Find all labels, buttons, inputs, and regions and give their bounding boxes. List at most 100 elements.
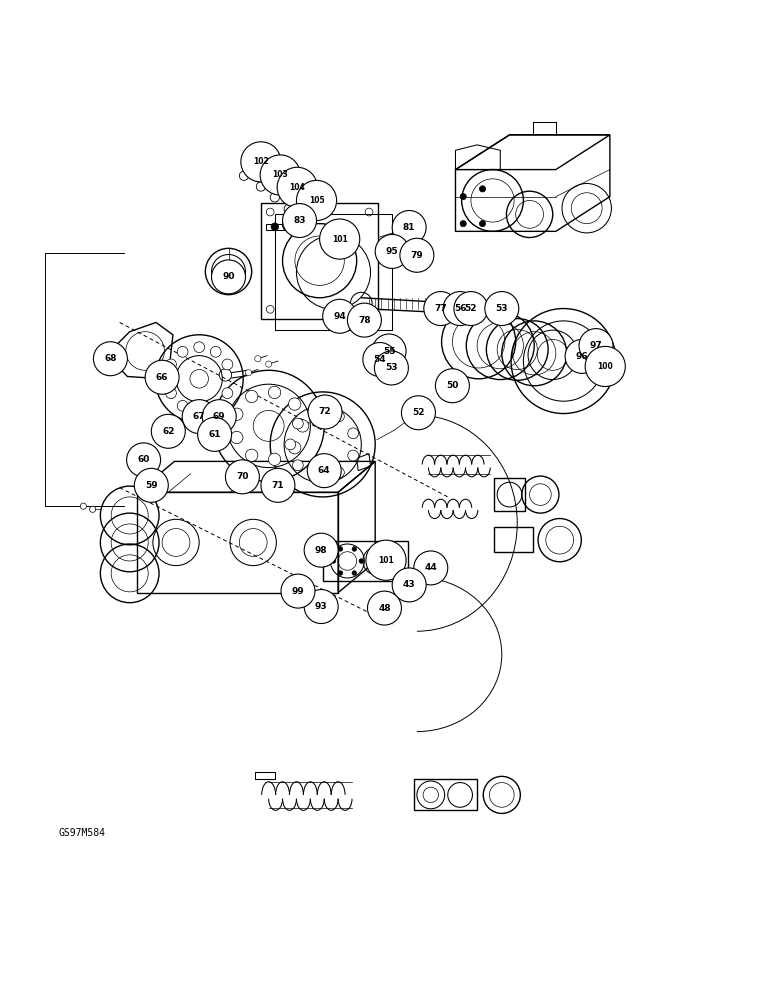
Circle shape [245,370,252,376]
Circle shape [260,155,300,195]
Circle shape [372,334,406,368]
Circle shape [194,342,205,353]
Circle shape [460,221,466,227]
Circle shape [270,193,279,202]
Circle shape [222,359,233,370]
Text: 105: 105 [309,196,324,205]
Circle shape [375,234,409,268]
Circle shape [293,418,303,429]
Circle shape [454,292,488,326]
Circle shape [271,223,279,231]
Text: 53: 53 [385,363,398,372]
Circle shape [165,388,176,399]
Text: 68: 68 [104,354,117,363]
Circle shape [231,408,243,420]
Circle shape [289,398,301,410]
Circle shape [312,407,323,418]
Circle shape [261,468,295,502]
Circle shape [90,506,96,512]
Text: 48: 48 [378,604,391,613]
Text: 59: 59 [145,481,157,490]
Text: 62: 62 [162,427,174,436]
Text: 52: 52 [465,304,477,313]
Circle shape [289,442,301,454]
Text: 67: 67 [193,412,205,421]
Circle shape [435,369,469,403]
Text: 79: 79 [411,251,423,260]
Circle shape [374,351,408,385]
Circle shape [212,260,245,294]
Circle shape [296,420,309,432]
Text: 55: 55 [383,347,395,356]
Circle shape [269,453,281,466]
Circle shape [296,180,337,221]
Circle shape [585,346,625,387]
Circle shape [165,359,176,370]
Circle shape [225,460,259,494]
Text: 44: 44 [425,563,437,572]
Text: 50: 50 [446,381,459,390]
Circle shape [269,386,281,399]
Circle shape [565,339,599,373]
Circle shape [198,417,232,451]
Text: 71: 71 [272,481,284,490]
Circle shape [245,449,258,461]
Circle shape [347,450,358,461]
Text: 94: 94 [334,312,346,321]
Circle shape [210,400,221,411]
Text: 95: 95 [386,247,398,256]
Text: 66: 66 [156,373,168,382]
Circle shape [93,342,127,376]
Circle shape [283,204,317,238]
Circle shape [479,186,486,192]
Text: 90: 90 [222,272,235,281]
Circle shape [323,299,357,333]
Circle shape [579,329,613,363]
Text: 93: 93 [315,602,327,611]
Circle shape [443,292,477,326]
Circle shape [151,414,185,448]
Text: 70: 70 [236,472,249,481]
Text: GS97M584: GS97M584 [59,828,106,838]
Text: 64: 64 [318,466,330,475]
Circle shape [194,405,205,416]
Circle shape [134,468,168,502]
Circle shape [304,533,338,567]
Circle shape [277,167,317,207]
Text: 96: 96 [576,352,588,361]
Text: 53: 53 [496,304,508,313]
Circle shape [80,503,86,509]
Circle shape [400,238,434,272]
Circle shape [401,396,435,430]
Text: 56: 56 [454,304,466,313]
Circle shape [338,547,343,551]
Circle shape [145,360,179,394]
Text: 97: 97 [590,341,602,350]
Text: 60: 60 [137,455,150,464]
Circle shape [392,211,426,244]
Circle shape [178,346,188,357]
Text: 83: 83 [293,216,306,225]
Circle shape [424,292,458,326]
Text: 43: 43 [403,580,415,589]
Circle shape [307,454,341,488]
Circle shape [363,343,397,376]
Circle shape [479,221,486,227]
Circle shape [367,591,401,625]
Text: 101: 101 [378,556,394,565]
Circle shape [284,204,293,214]
Circle shape [182,400,216,434]
Text: 54: 54 [374,355,386,364]
Circle shape [352,547,357,551]
Circle shape [255,356,261,362]
Text: 100: 100 [598,362,613,371]
Text: 77: 77 [435,304,447,313]
Circle shape [460,194,466,200]
Text: 104: 104 [290,183,305,192]
Circle shape [352,571,357,575]
Text: 61: 61 [208,430,221,439]
Circle shape [293,460,303,471]
Circle shape [222,388,233,399]
Circle shape [266,361,272,367]
Circle shape [312,471,323,482]
